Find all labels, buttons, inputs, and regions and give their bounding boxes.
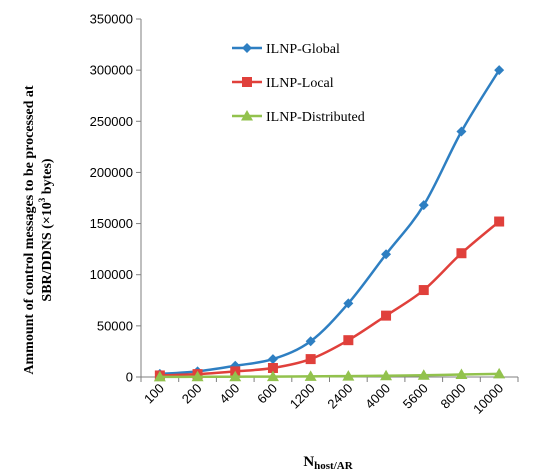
- x-tick-label: 100: [141, 381, 167, 407]
- data-point: [342, 370, 355, 381]
- x-tick-label: 5600: [400, 381, 431, 412]
- x-tick-label: 8000: [438, 381, 469, 412]
- legend-marker: [241, 110, 253, 121]
- data-point: [343, 335, 354, 346]
- series-1: [154, 216, 505, 381]
- data-point: [267, 362, 278, 373]
- data-point: [229, 370, 242, 382]
- series-line: [159, 220, 500, 377]
- data-point: [417, 369, 430, 380]
- data-point: [267, 354, 278, 365]
- x-tick-label: 600: [254, 381, 280, 407]
- data-point: [305, 354, 316, 365]
- x-tick-label: 200: [179, 381, 205, 407]
- data-point: [343, 298, 354, 309]
- data-point: [380, 369, 393, 381]
- data-point: [456, 248, 467, 259]
- legend-item-1: ILNP-Local: [232, 76, 334, 91]
- x-tick-label: 1200: [287, 381, 318, 412]
- data-point: [381, 310, 392, 321]
- x-ticks: 100 200 400 600 1200 2400 4000 5600 8000 10000: [140, 377, 519, 417]
- y-axis-title-line2: SBR/DDNS (×103 bytes): [37, 158, 55, 302]
- data-point: [191, 370, 204, 382]
- legend-label: ILNP-Distributed: [266, 110, 365, 125]
- x-tick-label: 10000: [470, 381, 506, 417]
- y-tick-label: 200000: [90, 165, 133, 180]
- y-ticks: 0 50000 100000 150000 200000 250000 300000 3500…: [90, 12, 141, 385]
- y-tick-label: 250000: [90, 114, 133, 129]
- y-tick-label: 150000: [90, 216, 133, 231]
- legend-label: ILNP-Local: [266, 76, 334, 91]
- data-point: [266, 370, 279, 382]
- x-axis-title: Nhost/AR: [303, 454, 353, 472]
- data-point: [418, 285, 429, 296]
- series-line: [159, 69, 501, 376]
- data-point: [381, 249, 392, 260]
- data-point: [456, 126, 467, 137]
- data-point: [494, 65, 505, 76]
- y-tick-label: 350000: [90, 12, 133, 27]
- x-tick-label: 2400: [324, 381, 355, 412]
- y-tick-label: 0: [126, 370, 133, 385]
- legend: ILNP-Global ILNP-Local ILNP-Distributed: [232, 42, 365, 125]
- y-axis-title-line1: Ammount of control messages to be proces…: [22, 85, 37, 375]
- series-line: [159, 372, 500, 379]
- data-point: [418, 200, 429, 211]
- data-point: [153, 370, 166, 382]
- x-tick-label: 4000: [362, 381, 393, 412]
- legend-marker: [242, 77, 252, 87]
- y-axis-title: Ammount of control messages to be proces…: [22, 85, 55, 375]
- series-2: [153, 367, 506, 382]
- y-tick-label: 300000: [90, 63, 133, 78]
- y-tick-label: 50000: [97, 318, 133, 333]
- legend-marker: [242, 43, 252, 53]
- data-point: [304, 370, 317, 381]
- series-layer: [153, 65, 506, 382]
- x-tick-label: 400: [216, 381, 242, 407]
- data-point: [493, 367, 506, 379]
- data-point: [494, 216, 505, 227]
- data-point: [305, 336, 316, 347]
- legend-item-0: ILNP-Global: [232, 42, 340, 57]
- legend-item-2: ILNP-Distributed: [232, 110, 365, 125]
- legend-label: ILNP-Global: [266, 42, 340, 57]
- data-point: [455, 368, 468, 380]
- y-tick-label: 100000: [90, 267, 133, 282]
